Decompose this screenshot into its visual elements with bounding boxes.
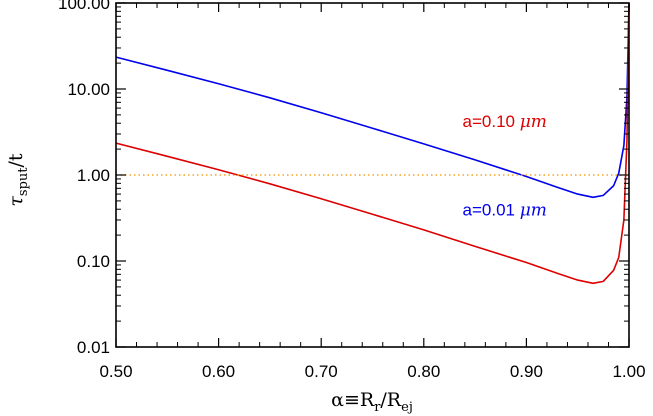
x-tick-label-0: 0.50 [99,362,132,381]
x-tick-label-3: 0.80 [407,362,440,381]
x-tick-label-2: 0.70 [305,362,338,381]
tick-layer: 0.50 0.60 0.70 0.80 0.90 1.00 0.01 0.10 1.00 10.0… [58,0,646,381]
series-layer [115,2,630,285]
series-line-1 [115,2,630,285]
y-tick-label-1: 0.10 [77,252,110,271]
x-tick-label-4: 0.90 [510,362,543,381]
y-tick-label-2: 1.00 [77,166,110,185]
y-tick-label-4: 100.00 [58,0,110,13]
x-tick-label-5: 1.00 [612,362,645,381]
x-tick-label-1: 0.60 [202,362,235,381]
x-axis-label: α≡Rr/Rej [331,389,413,415]
y-axis-label: τsput/t [5,153,31,207]
annotation-0: a=0.10 μm [463,112,547,132]
y-tick-label-3: 10.00 [67,80,110,99]
annotation-1: a=0.01 μm [463,200,547,220]
annotation-layer: a=0.10 μm a=0.01 μm [463,112,547,220]
series-line-0 [115,2,630,199]
y-tick-label-0: 0.01 [77,338,110,357]
